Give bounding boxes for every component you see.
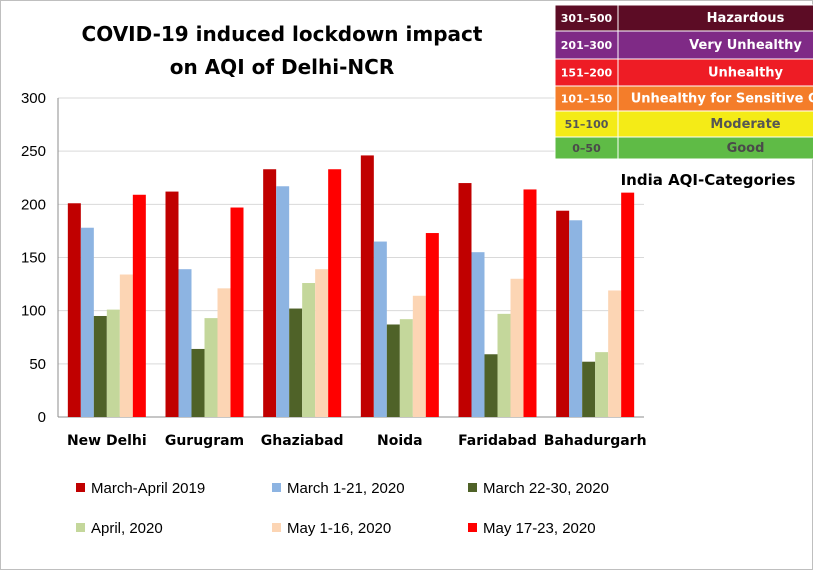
y-tick-label: 100 xyxy=(21,303,46,320)
bar xyxy=(165,191,179,417)
legend-swatch xyxy=(468,523,477,532)
bar xyxy=(484,354,498,417)
legend-swatch xyxy=(272,523,281,532)
chart-title-line-2: on AQI of Delhi-NCR xyxy=(170,55,394,79)
bar xyxy=(191,348,205,417)
legend-swatch xyxy=(76,483,85,492)
bar xyxy=(373,241,387,417)
legend: March-April 2019 March 1-21, 2020 March 22… xyxy=(76,480,609,537)
legend-entry: April, 2020 xyxy=(91,520,163,537)
bar xyxy=(204,318,218,417)
y-tick-label: 50 xyxy=(29,356,46,373)
aqi-range-cell xyxy=(554,4,619,32)
aqi-range-text: 101–150 xyxy=(561,93,613,106)
bar xyxy=(412,295,426,417)
aqi-category-text: Unhealthy for Sensitive Groups xyxy=(631,92,813,107)
chart-title-line-1: COVID-19 induced lockdown impact xyxy=(82,22,483,46)
y-tick-label: 200 xyxy=(21,196,46,213)
bars xyxy=(67,155,635,418)
legend-entry: May 17-23, 2020 xyxy=(483,520,596,537)
aqi-category-text: Very Unhealthy xyxy=(689,38,802,53)
x-category-label: New Delhi xyxy=(67,433,147,449)
aqi-range-text: 301–500 xyxy=(561,12,613,25)
legend-entry: March-April 2019 xyxy=(91,480,205,497)
bar xyxy=(497,313,511,417)
bar xyxy=(425,233,439,417)
aqi-label-cell xyxy=(617,58,813,87)
y-tick-label: 0 xyxy=(38,409,46,426)
aqi-category-text: Good xyxy=(727,141,765,156)
aqi-range-cell xyxy=(554,30,619,60)
bar xyxy=(119,274,133,417)
bar xyxy=(230,207,244,417)
bar xyxy=(178,269,192,417)
aqi-range-text: 51–100 xyxy=(565,118,609,131)
bar xyxy=(132,194,146,417)
x-category-label: Ghaziabad xyxy=(261,433,344,449)
bar xyxy=(386,324,400,417)
aqi-label-cell xyxy=(617,85,813,112)
bar xyxy=(608,290,622,417)
legend-entry: May 1-16, 2020 xyxy=(287,520,391,537)
bar xyxy=(399,319,413,417)
legend-swatch xyxy=(468,483,477,492)
bar xyxy=(217,288,231,417)
aqi-range-text: 151–200 xyxy=(561,67,613,80)
bar xyxy=(276,186,290,417)
aqi-categories-table: 301–500 Hazardous 201–300 Very Unhealthy 151… xyxy=(554,4,813,160)
legend-entry: March 22-30, 2020 xyxy=(483,480,609,497)
aqi-label-cell xyxy=(617,136,813,160)
bar xyxy=(595,352,609,417)
x-category-label: Faridabad xyxy=(458,433,537,449)
bar xyxy=(67,203,81,417)
aqi-category-text: Hazardous xyxy=(707,11,785,26)
bar xyxy=(106,309,120,417)
bar xyxy=(315,269,329,417)
y-tick-label: 250 xyxy=(21,143,46,160)
legend-swatch xyxy=(272,483,281,492)
y-axis: 0 50 100 150 200 250 300 xyxy=(21,90,59,426)
x-axis-labels: New Delhi Gurugram Ghaziabad Noida Faridabad… xyxy=(67,433,647,449)
y-tick-label: 300 xyxy=(21,90,46,107)
bar xyxy=(523,189,537,417)
aqi-range-text: 201–300 xyxy=(561,39,613,52)
x-category-label: Gurugram xyxy=(165,433,244,449)
bar xyxy=(556,210,570,417)
bar xyxy=(471,252,485,417)
bar xyxy=(621,192,635,417)
aqi-table-caption: India AQI-Categories xyxy=(621,171,796,189)
aqi-category-text: Unhealthy xyxy=(708,66,784,81)
x-category-label: Bahadurgarh xyxy=(544,433,647,449)
bar xyxy=(360,155,374,418)
bar xyxy=(328,169,342,417)
aqi-range-text: 0–50 xyxy=(572,142,601,155)
legend-swatch xyxy=(76,523,85,532)
aqi-category-text: Moderate xyxy=(710,117,780,132)
bar xyxy=(302,283,316,417)
gridlines xyxy=(58,97,644,418)
y-tick-label: 150 xyxy=(21,250,46,267)
aqi-label-cell xyxy=(617,4,813,32)
bar xyxy=(510,278,524,417)
bar xyxy=(582,361,596,417)
x-category-label: Noida xyxy=(377,433,423,449)
bar xyxy=(80,227,94,417)
bar xyxy=(458,183,472,417)
bar xyxy=(93,315,107,417)
bar xyxy=(263,169,277,417)
bar xyxy=(569,220,583,417)
bar xyxy=(289,308,303,417)
legend-entry: March 1-21, 2020 xyxy=(287,480,405,497)
